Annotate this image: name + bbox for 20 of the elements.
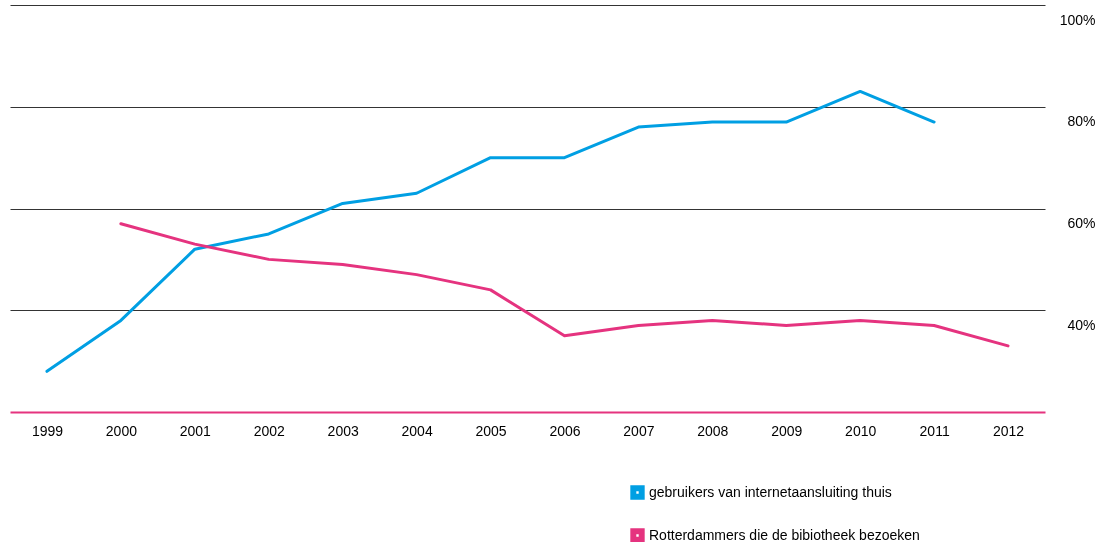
x-tick-label: 2012 (992, 422, 1025, 439)
y-tick-label: 100% (1059, 11, 1096, 28)
x-tick-label: 2001 (179, 422, 212, 439)
y-tick-label: 80% (1067, 113, 1096, 130)
x-tick-label: 2009 (771, 422, 803, 439)
x-tick-label: 2004 (401, 422, 433, 439)
x-tick-label: 2000 (105, 422, 138, 439)
legend-label: Rotterdammers die de bibiotheek bezoeken (649, 526, 920, 542)
x-tick-label: 2011 (919, 422, 950, 439)
x-tick-label: 2008 (697, 422, 729, 439)
x-tick-label: 2003 (327, 422, 359, 439)
x-tick-label: 2002 (253, 422, 286, 439)
x-tick-label: 2006 (549, 422, 581, 439)
x-tick-label: 2010 (845, 422, 877, 439)
x-tick-label: 2007 (623, 422, 655, 439)
y-tick-label: 40% (1067, 316, 1096, 333)
y-tick-label: 60% (1067, 215, 1096, 231)
legend-label: gebruikers van internetaansluiting thuis (649, 483, 892, 500)
x-tick-label: 1999 (31, 422, 64, 439)
x-tick-label: 2005 (475, 422, 507, 439)
